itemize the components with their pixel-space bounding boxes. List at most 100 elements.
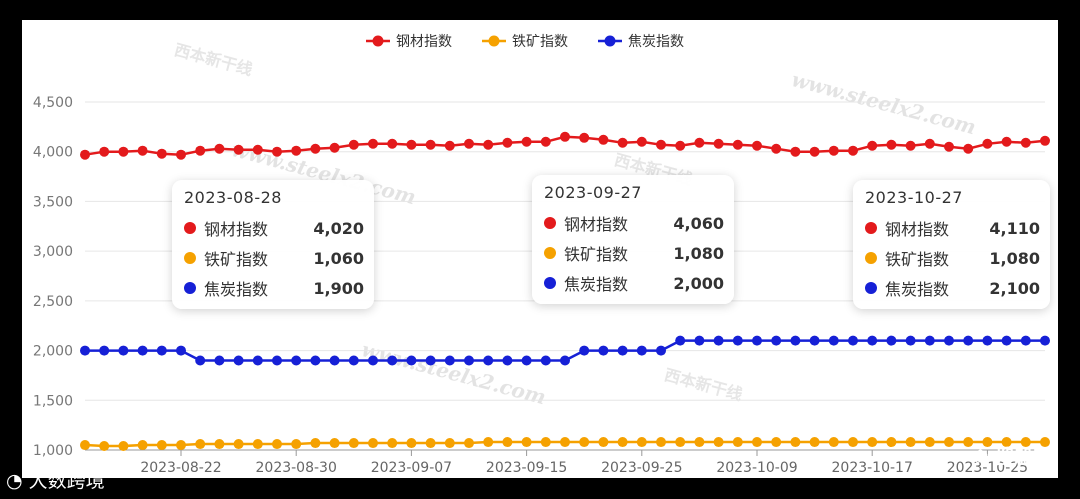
x-tick-label: 2023-09-07 [371, 460, 452, 476]
data-point [617, 345, 628, 356]
data-point [444, 140, 455, 151]
data-point [790, 146, 801, 157]
data-point [944, 141, 954, 152]
data-point [694, 137, 705, 148]
data-point [694, 335, 705, 346]
legend-marker [372, 35, 384, 47]
data-point [329, 355, 340, 366]
data-point [598, 437, 609, 448]
data-point [406, 355, 417, 366]
data-point [790, 437, 801, 448]
data-point [982, 138, 993, 149]
data-point [176, 440, 186, 451]
line-chart: www.steelx2.comwww.steelx2.comwww.steelx… [33, 34, 1050, 476]
data-point [444, 355, 455, 366]
data-point [464, 438, 474, 449]
tooltip-series-name: 铁矿指数 [204, 250, 269, 269]
data-point [176, 345, 186, 356]
data-point [291, 145, 302, 156]
data-point [867, 335, 878, 346]
data-point [1020, 335, 1031, 346]
data-point [905, 437, 916, 448]
x-tick-label: 2023-08-30 [256, 460, 337, 476]
x-tick-label: 2023-10-25 [947, 460, 1028, 476]
data-point [809, 335, 820, 346]
data-point [790, 335, 801, 346]
tooltip-value: 1,060 [313, 248, 364, 268]
data-point [732, 437, 743, 448]
data-point [1040, 135, 1050, 146]
tooltip-series-name: 钢材指数 [564, 215, 629, 234]
data-point [387, 438, 398, 449]
data-point [348, 355, 359, 366]
x-tick-label: 2023-10-17 [832, 460, 913, 476]
data-point [617, 137, 628, 148]
data-point [617, 437, 628, 448]
tooltip-1: 2023-08-28 钢材指数 4,020 铁矿指数 1,060 焦炭指数 1,900 [172, 180, 374, 309]
y-tick-label: 2,500 [33, 294, 73, 310]
y-tick-label: 2,000 [33, 344, 73, 360]
data-point [713, 437, 724, 448]
data-point [848, 437, 858, 448]
watermark-brand-text: 西本新干线 [662, 365, 744, 404]
y-tick-label: 3,000 [33, 244, 73, 260]
data-point [886, 437, 897, 448]
tooltip-series-name: 焦炭指数 [885, 280, 950, 299]
data-point [176, 149, 186, 160]
x-tick-label: 2023-10-09 [716, 460, 797, 476]
data-point [214, 439, 225, 450]
data-point [944, 335, 954, 346]
data-point [464, 138, 474, 149]
data-point [252, 144, 263, 155]
data-point [656, 139, 666, 150]
data-point [118, 345, 129, 356]
data-point [905, 335, 916, 346]
data-point [636, 345, 647, 356]
watermark-brand-text: 西本新干线 [172, 40, 254, 79]
data-point [156, 440, 167, 451]
data-point [368, 438, 378, 449]
data-point [828, 145, 839, 156]
data-point [425, 355, 436, 366]
data-point [1020, 137, 1031, 148]
tooltip-2: 2023-09-27 钢材指数 4,060 铁矿指数 1,080 焦炭指数 2,000 [532, 175, 734, 304]
data-point [771, 335, 782, 346]
data-point [195, 439, 206, 450]
data-point [656, 437, 666, 448]
series-dot-icon [544, 217, 556, 229]
data-point [99, 146, 110, 157]
data-point [732, 139, 743, 150]
tooltip-series-name: 铁矿指数 [885, 250, 950, 269]
data-point [233, 144, 244, 155]
data-point [137, 345, 148, 356]
data-point [272, 355, 282, 366]
data-point [156, 148, 167, 159]
data-point [560, 355, 570, 366]
tooltip-value: 2,100 [989, 278, 1040, 298]
data-point [675, 140, 686, 151]
legend-label: 焦炭指数 [628, 34, 684, 50]
data-point [387, 138, 398, 149]
data-point [1020, 437, 1031, 448]
data-point [329, 438, 340, 449]
data-point [252, 439, 263, 450]
data-point [809, 437, 820, 448]
data-point [924, 335, 935, 346]
tooltip-series-name: 焦炭指数 [564, 275, 629, 294]
data-point [272, 146, 282, 157]
y-tick-label: 1,000 [33, 443, 73, 459]
data-point [713, 335, 724, 346]
y-tick-label: 4,000 [33, 145, 73, 161]
tooltip-series-name: 钢材指数 [885, 220, 950, 239]
data-point [291, 439, 302, 450]
data-point [540, 355, 551, 366]
data-point [963, 437, 974, 448]
x-tick-label: 2023-08-22 [140, 460, 221, 476]
chart-panel: www.steelx2.com www.steelx2.com www.steelx… [22, 20, 1058, 478]
data-point [886, 139, 897, 150]
data-point [752, 437, 762, 448]
data-point [137, 440, 148, 451]
data-point [675, 335, 686, 346]
data-point [368, 138, 378, 149]
data-point [963, 335, 974, 346]
